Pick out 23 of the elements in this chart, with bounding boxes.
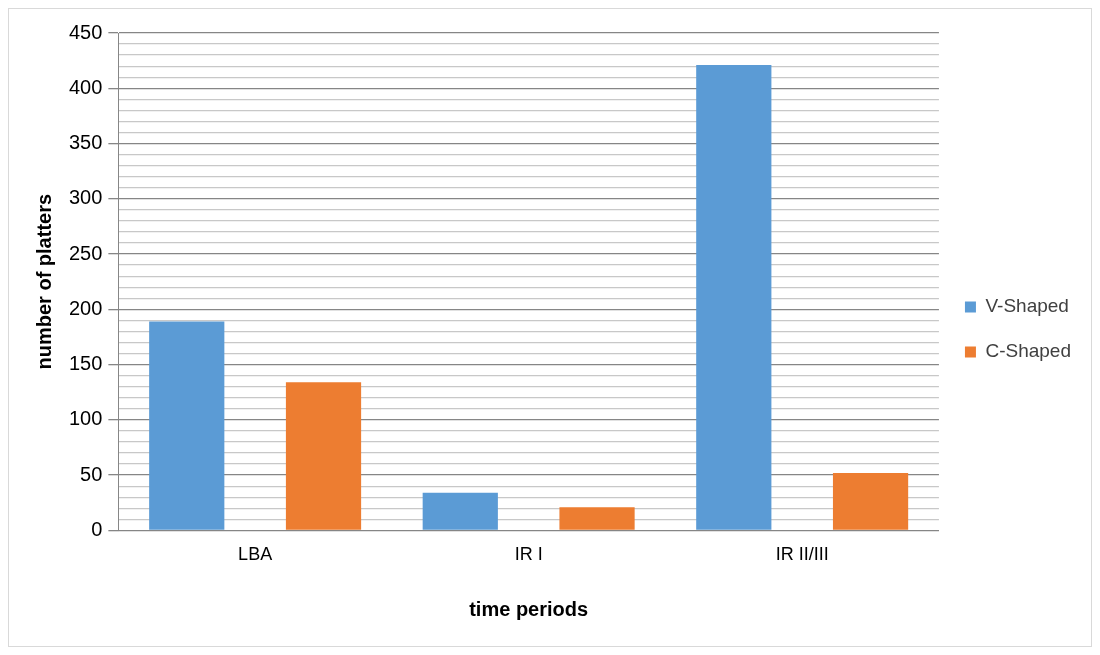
y-tick-label: 400 (68, 75, 103, 98)
bar (285, 382, 362, 530)
x-tick-label: IR II/III (775, 544, 829, 565)
x-tick-label: LBA (238, 544, 273, 565)
legend-label: C-Shaped (985, 340, 1072, 362)
y-tick-label: 250 (68, 241, 103, 264)
y-tick-label: 100 (68, 407, 103, 430)
y-tick-label: 450 (68, 20, 103, 43)
bar (559, 507, 635, 530)
bar (832, 472, 909, 530)
x-tick-label: IR I (514, 544, 543, 565)
y-tick-label: 200 (68, 296, 103, 319)
bar (696, 65, 772, 530)
y-tick-label: 300 (68, 186, 103, 209)
y-tick-label: 350 (68, 131, 103, 154)
y-axis-title: number of platters (32, 193, 55, 370)
bar (422, 492, 498, 530)
y-tick-label: 0 (91, 517, 103, 540)
y-tick-label: 150 (68, 352, 103, 375)
y-tick-label: 50 (80, 462, 103, 485)
legend-label: V-Shaped (985, 295, 1069, 317)
bar (149, 321, 225, 530)
x-axis-title: time periods (469, 597, 589, 620)
